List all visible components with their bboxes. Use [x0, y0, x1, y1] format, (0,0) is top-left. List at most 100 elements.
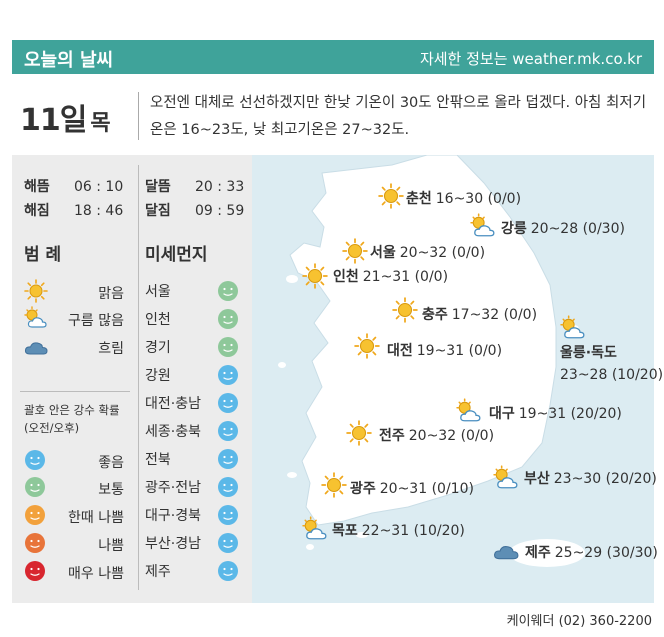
- dust-region-name: 대전·충남: [145, 396, 201, 412]
- dust-legend-label: 좋음: [98, 455, 124, 471]
- dust-region-name: 강원: [145, 368, 171, 384]
- city-temp: 22~31: [361, 523, 410, 539]
- sun-icon: [346, 420, 372, 446]
- dust-face-icon: [217, 420, 239, 442]
- dust-face-icon: [217, 504, 239, 526]
- city-forecast: 대구 19~31 (20/20): [489, 403, 622, 423]
- dust-region-row: 광주·전남: [145, 476, 245, 498]
- city-weather-icon: [346, 420, 372, 450]
- column-divider: [138, 165, 139, 590]
- sunrise-row: 해뜸 06 : 10: [24, 176, 123, 196]
- dust-region-row: 제주: [145, 560, 245, 582]
- dust-face-icon: [217, 308, 239, 330]
- city-name: 울릉·독도: [560, 345, 617, 361]
- city-weather-icon: [493, 465, 519, 495]
- city-weather-icon: [321, 472, 347, 502]
- city-rain: (0/0): [503, 307, 538, 323]
- dust-region-name: 인천: [145, 312, 171, 328]
- city-forecast: 춘천 16~30 (0/0): [406, 188, 521, 208]
- city-rain: (20/20): [605, 471, 657, 487]
- moonrise-time: 20 : 33: [195, 179, 245, 195]
- dust-legend-item: 나쁨: [24, 532, 124, 556]
- dust-legend-item: 좋음: [24, 449, 124, 473]
- city-forecast: 부산 23~30 (20/20): [524, 468, 657, 488]
- date-day: 11일: [20, 103, 87, 138]
- legend-label: 맑음: [98, 286, 124, 302]
- city-rain: (0/0): [414, 269, 449, 285]
- city-name: 대전: [387, 343, 413, 359]
- dust-face-icon: [24, 449, 46, 471]
- page-title: 오늘의 날씨: [24, 50, 114, 71]
- sunset-time: 18 : 46: [74, 203, 124, 219]
- sunset-row: 해짐 18 : 46: [24, 200, 123, 220]
- city-weather-icon: [470, 213, 496, 243]
- dust-region-name: 경기: [145, 340, 171, 356]
- city-name: 제주: [525, 545, 551, 561]
- moonset-row: 달짐 09 : 59: [145, 200, 244, 220]
- city-temp: 20~28: [530, 221, 579, 237]
- city-temp: 16~30: [435, 191, 484, 207]
- date-display: 11일 목: [20, 95, 111, 139]
- dust-region-row: 대구·경북: [145, 504, 245, 526]
- dust-region-row: 서울: [145, 280, 245, 302]
- dust-legend-label: 보통: [98, 482, 124, 498]
- city-forecast: 인천 21~31 (0/0): [333, 266, 448, 286]
- moonrise-label: 달뜸: [145, 179, 171, 195]
- dust-region-name: 제주: [145, 564, 171, 580]
- dust-title: 미세먼지: [145, 245, 208, 265]
- city-name: 인천: [333, 269, 359, 285]
- city-forecast: 전주 20~32 (0/0): [379, 425, 494, 445]
- city-temp: 20~32: [399, 245, 448, 261]
- city-rain: (20/20): [570, 406, 622, 422]
- city-name: 서울: [370, 245, 396, 261]
- city-weather-icon: [392, 297, 418, 327]
- dust-region-name: 부산·경남: [145, 536, 201, 552]
- dust-region-row: 경기: [145, 336, 245, 358]
- divider: [138, 92, 139, 140]
- dust-region-name: 대구·경북: [145, 508, 201, 524]
- city-forecast: 목포 22~31 (10/20): [332, 520, 465, 540]
- dust-legend-label: 나쁨: [98, 538, 124, 554]
- city-name: 춘천: [406, 191, 432, 207]
- dust-face-icon: [217, 280, 239, 302]
- legend-item: 구름 많음: [24, 306, 124, 330]
- weather-site-link[interactable]: 자세한 정보는 weather.mk.co.kr: [419, 50, 642, 68]
- dust-face-icon: [24, 532, 46, 554]
- rain-probability-note: 괄호 안은 강수 확률 (오전/오후): [24, 401, 120, 437]
- sun-icon: [354, 333, 380, 359]
- city-weather-icon: [302, 516, 328, 546]
- dust-region-row: 부산·경남: [145, 532, 245, 554]
- date-weekday: 목: [90, 111, 111, 136]
- dust-region-name: 서울: [145, 284, 171, 300]
- city-rain: (0/0): [468, 343, 503, 359]
- city-temp: 17~32: [451, 307, 500, 323]
- city-temp: 20~31: [379, 481, 428, 497]
- sunrise-label: 해뜸: [24, 179, 50, 195]
- city-forecast: 서울 20~32 (0/0): [370, 242, 485, 262]
- city-rain: (0/0): [487, 191, 522, 207]
- partly-cloudy-icon: [302, 516, 327, 540]
- city-rain: (10/20): [611, 367, 664, 383]
- city-forecast: 광주 20~31 (0/10): [350, 478, 474, 498]
- city-temp: 23~30: [553, 471, 602, 487]
- footer-credit: 케이웨더 (02) 360-2200: [506, 614, 652, 629]
- city-name: 목포: [332, 523, 358, 539]
- city-rain: (10/20): [413, 523, 465, 539]
- city-rain: (0/0): [460, 428, 495, 444]
- note-line-1: 괄호 안은 강수 확률: [24, 403, 120, 417]
- city-name: 광주: [350, 481, 376, 497]
- dust-face-icon: [217, 560, 239, 582]
- city-rain: (0/10): [431, 481, 474, 497]
- city-rain: (0/0): [451, 245, 486, 261]
- moonrise-row: 달뜸 20 : 33: [145, 176, 244, 196]
- legend-item: 맑음: [24, 279, 124, 303]
- dust-face-icon: [24, 560, 46, 582]
- dust-region-name: 전북: [145, 452, 171, 468]
- dust-legend-item: 한때 나쁨: [24, 504, 124, 528]
- cloud-icon: [24, 342, 48, 355]
- legend-divider: [20, 391, 130, 392]
- dust-region-row: 대전·충남: [145, 392, 245, 414]
- legend-item: 흐림: [24, 334, 124, 358]
- dust-face-icon: [217, 392, 239, 414]
- sun-icon: [321, 472, 347, 498]
